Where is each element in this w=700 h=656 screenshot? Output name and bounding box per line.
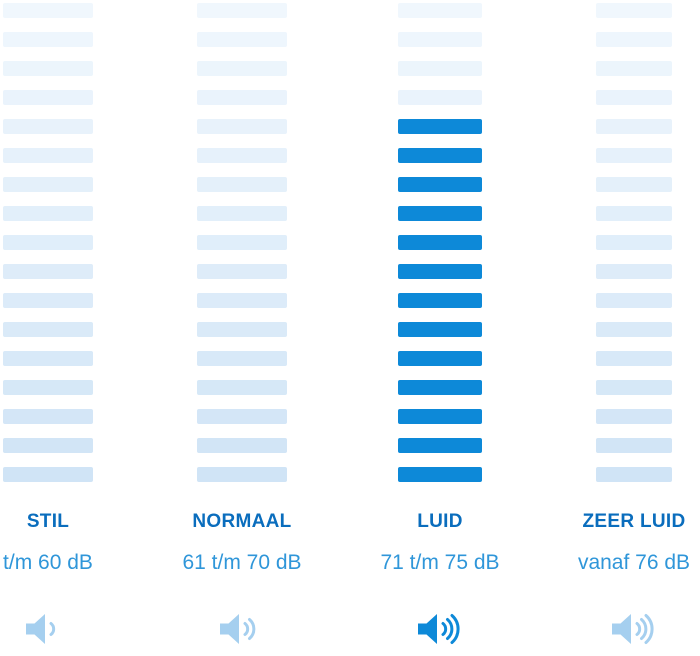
bar-segment xyxy=(3,206,93,221)
bar-segment xyxy=(596,322,672,337)
bar-segment-active xyxy=(398,380,482,395)
bar-segment xyxy=(3,322,93,337)
bar-segment xyxy=(596,32,672,47)
bar-segment-active xyxy=(398,409,482,424)
column-label: STIL xyxy=(26,511,70,532)
bar-segment xyxy=(197,61,287,76)
bar-segment-active xyxy=(398,351,482,366)
column-label: ZEER LUID xyxy=(582,511,686,532)
speaker-3-wave-icon xyxy=(549,611,700,652)
bar-segment xyxy=(197,3,287,18)
bar-segment xyxy=(197,119,287,134)
bar-segment xyxy=(3,467,93,482)
bar-segment xyxy=(596,467,672,482)
bar-segment xyxy=(596,235,672,250)
bar-segment xyxy=(3,148,93,163)
speaker-3-wave-icon xyxy=(355,611,525,652)
bar-segment xyxy=(596,90,672,105)
bar-segment xyxy=(398,3,482,18)
noise-column-stil: STIL t/m 60 dB xyxy=(0,0,133,656)
bar-segment-active xyxy=(398,322,482,337)
speaker-2-wave-icon xyxy=(157,611,327,652)
column-label: LUID xyxy=(417,511,463,532)
bar-segment xyxy=(197,206,287,221)
bar-segment xyxy=(398,61,482,76)
bar-segment xyxy=(197,467,287,482)
noise-column-normaal: NORMAAL 61 t/m 70 dB xyxy=(157,0,327,656)
bar-segment-active xyxy=(398,148,482,163)
bar-segment xyxy=(197,177,287,192)
column-range: 61 t/m 70 dB xyxy=(182,551,302,574)
bar-segment xyxy=(596,380,672,395)
column-range: vanaf 76 dB xyxy=(577,551,691,574)
bar-segment xyxy=(3,61,93,76)
bar-segment xyxy=(596,3,672,18)
bar-segment xyxy=(3,177,93,192)
bar-segment xyxy=(3,293,93,308)
bar-segment-active xyxy=(398,177,482,192)
bar-segment xyxy=(197,293,287,308)
bar-segment xyxy=(596,61,672,76)
bar-segment xyxy=(3,32,93,47)
bar-segment xyxy=(197,322,287,337)
bar-segment xyxy=(197,409,287,424)
bar-segment xyxy=(197,90,287,105)
bar-segment xyxy=(197,380,287,395)
bar-segment xyxy=(3,351,93,366)
bar-segment xyxy=(596,293,672,308)
bar-segment-active xyxy=(398,293,482,308)
bar-segment xyxy=(197,264,287,279)
bar-segment xyxy=(3,3,93,18)
bar-segment xyxy=(3,380,93,395)
speaker-1-wave-icon xyxy=(0,611,133,652)
bar-segment xyxy=(596,438,672,453)
bar-segment xyxy=(596,351,672,366)
bar-segment xyxy=(596,206,672,221)
bar-segment xyxy=(596,264,672,279)
bar-segment xyxy=(596,148,672,163)
bar-segment xyxy=(197,148,287,163)
bar-segment xyxy=(596,119,672,134)
bar-segment xyxy=(596,409,672,424)
bar-segment-active xyxy=(398,206,482,221)
column-range: t/m 60 dB xyxy=(3,551,93,574)
column-label: NORMAAL xyxy=(192,511,292,532)
bar-segment xyxy=(197,235,287,250)
bar-segment xyxy=(3,264,93,279)
bar-segment xyxy=(398,90,482,105)
bar-segment-active xyxy=(398,119,482,134)
bar-segment-active xyxy=(398,438,482,453)
bar-segment-active xyxy=(398,235,482,250)
bar-segment-active xyxy=(398,467,482,482)
bar-segment xyxy=(3,119,93,134)
noise-column-luid: LUID 71 t/m 75 dB xyxy=(355,0,525,656)
bar-segment xyxy=(3,235,93,250)
bar-segment xyxy=(398,32,482,47)
bar-segment xyxy=(197,438,287,453)
bar-segment-active xyxy=(398,264,482,279)
noise-column-zeer-luid: ZEER LUID vanaf 76 dB xyxy=(549,0,700,656)
column-range: 71 t/m 75 dB xyxy=(380,551,500,574)
bar-segment xyxy=(3,409,93,424)
bar-segment xyxy=(596,177,672,192)
bar-segment xyxy=(197,32,287,47)
bar-segment xyxy=(3,90,93,105)
bar-segment xyxy=(3,438,93,453)
bar-segment xyxy=(197,351,287,366)
